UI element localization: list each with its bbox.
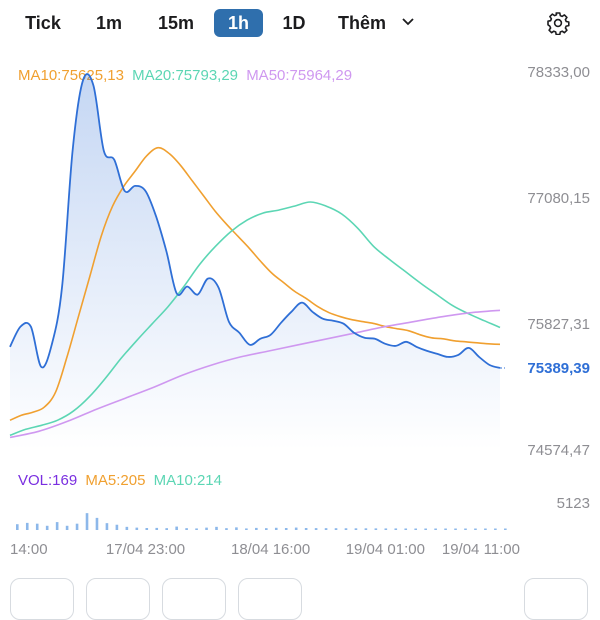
volume-bar bbox=[185, 528, 188, 530]
volume-bar bbox=[284, 527, 288, 530]
toolbar-button-3[interactable] bbox=[162, 578, 226, 620]
volume-bar bbox=[115, 524, 119, 530]
volume-bar bbox=[16, 524, 19, 530]
volume-bar bbox=[45, 525, 49, 530]
volume-tick-label: 5123 bbox=[557, 495, 590, 512]
tab-tick[interactable]: Tick bbox=[25, 13, 61, 33]
volume-bar bbox=[354, 528, 358, 530]
time-tick-label: 19/04 01:00 bbox=[346, 541, 425, 558]
volume-bar bbox=[404, 528, 408, 530]
more-intervals-button[interactable]: Thêm bbox=[338, 13, 387, 33]
volume-bar bbox=[225, 528, 228, 530]
ma10-line bbox=[9, 146, 501, 422]
volume-bar bbox=[374, 528, 378, 530]
price-line bbox=[9, 73, 501, 369]
ma50-legend: MA50:75964,29 bbox=[246, 67, 353, 84]
ma50-line bbox=[9, 309, 501, 439]
volume-bar bbox=[265, 528, 268, 530]
price-tick-label: 78333,00 bbox=[527, 64, 590, 81]
volume-bar bbox=[105, 523, 109, 530]
volume-bar bbox=[95, 517, 99, 530]
volume-bar bbox=[125, 526, 129, 530]
volume-bar bbox=[424, 528, 427, 530]
time-tick-label: 18/04 16:00 bbox=[231, 541, 310, 558]
volume-bar bbox=[245, 528, 248, 530]
tab-1d[interactable]: 1D bbox=[282, 13, 306, 33]
volume-bar bbox=[334, 528, 338, 530]
toolbar-button-1[interactable] bbox=[10, 578, 74, 620]
tab-1h[interactable]: 1h bbox=[214, 9, 263, 37]
volume-bar bbox=[255, 527, 258, 530]
volume-bar bbox=[75, 523, 79, 530]
volume-bar bbox=[344, 528, 348, 530]
volume-bar bbox=[484, 528, 487, 530]
volume-bar bbox=[274, 527, 278, 530]
vol-ma5-legend: MA5:205 bbox=[85, 472, 146, 489]
time-tick-label: 17/04 23:00 bbox=[106, 541, 185, 558]
toolbar-button-4[interactable] bbox=[238, 578, 302, 620]
volume-bar bbox=[145, 527, 149, 530]
vol-ma10-legend: MA10:214 bbox=[153, 472, 222, 489]
volume-bar bbox=[474, 528, 477, 530]
tab-1m[interactable]: 1m bbox=[95, 13, 122, 33]
volume-bar bbox=[384, 528, 388, 530]
volume-bar bbox=[394, 528, 398, 530]
price-tick-label: 74574,47 bbox=[527, 442, 590, 459]
volume-bar bbox=[414, 528, 417, 530]
volume-legend: VOL:169 MA5:205 MA10:214 bbox=[18, 472, 226, 489]
volume-bar bbox=[155, 527, 159, 530]
chevron-down-icon[interactable] bbox=[402, 17, 414, 27]
ma10-legend: MA10:75625,13 bbox=[18, 67, 124, 84]
ma20-legend: MA20:75793,29 bbox=[132, 67, 239, 84]
volume-bar bbox=[444, 528, 447, 530]
volume-bar bbox=[205, 527, 208, 530]
price-tick-label: 77080,15 bbox=[527, 190, 590, 207]
time-tick-label: 14:00 bbox=[10, 541, 48, 558]
ma-legend: MA10:75625,13 MA20:75793,29 MA50:75964,2… bbox=[18, 67, 356, 84]
volume-bar bbox=[85, 513, 89, 530]
volume-bar bbox=[364, 528, 368, 530]
plot-area bbox=[9, 73, 505, 451]
volume-bar bbox=[25, 522, 29, 530]
price-tick-label: 75827,31 bbox=[527, 316, 590, 333]
volume-bar bbox=[165, 528, 168, 530]
price-axis: 78333,00 77080,15 75827,31 74574,47 75389,39 bbox=[527, 64, 590, 459]
volume-bar bbox=[55, 522, 59, 530]
tab-15m[interactable]: 15m bbox=[157, 13, 195, 33]
last-price-label: 75389,39 bbox=[527, 360, 590, 377]
vol-legend: VOL:169 bbox=[18, 472, 78, 489]
interval-tabs: Tick 1m 15m 1h 1D Thêm bbox=[0, 0, 600, 46]
volume-bars: 5123 bbox=[16, 495, 590, 530]
fullscreen-button[interactable] bbox=[524, 578, 588, 620]
volume-bar bbox=[35, 523, 39, 530]
volume-bar bbox=[65, 525, 69, 530]
volume-bar bbox=[175, 526, 178, 530]
volume-bar bbox=[464, 528, 467, 530]
volume-bar bbox=[235, 527, 238, 530]
volume-bar bbox=[314, 528, 318, 530]
volume-bar bbox=[195, 528, 198, 530]
price-area bbox=[10, 74, 500, 451]
volume-bar bbox=[294, 527, 298, 530]
gear-icon[interactable] bbox=[546, 11, 570, 35]
volume-bar bbox=[215, 526, 218, 530]
toolbar-button-2[interactable] bbox=[86, 578, 150, 620]
volume-bar bbox=[454, 528, 457, 530]
volume-bar bbox=[324, 528, 328, 530]
volume-bar bbox=[434, 528, 437, 530]
volume-bar bbox=[135, 527, 139, 530]
price-chart[interactable]: 78333,00 77080,15 75827,31 74574,47 75389,39… bbox=[0, 0, 600, 600]
volume-bar bbox=[504, 528, 507, 530]
time-axis: 14:00 17/04 23:00 18/04 16:00 19/04 01:00 19… bbox=[10, 541, 520, 558]
volume-bar bbox=[304, 527, 308, 530]
volume-bar bbox=[494, 528, 497, 530]
ma20-line bbox=[9, 201, 501, 437]
time-tick-label: 19/04 11:00 bbox=[442, 541, 520, 558]
